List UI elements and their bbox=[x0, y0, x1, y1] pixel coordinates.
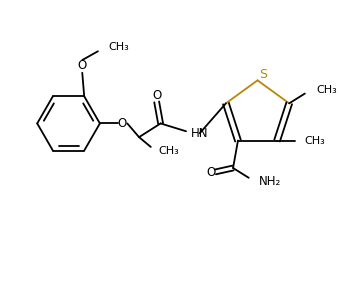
Text: NH₂: NH₂ bbox=[258, 175, 281, 188]
Text: CH₃: CH₃ bbox=[305, 136, 325, 145]
Text: O: O bbox=[78, 59, 87, 73]
Text: CH₃: CH₃ bbox=[109, 42, 130, 52]
Text: O: O bbox=[118, 117, 127, 130]
Text: CH₃: CH₃ bbox=[159, 146, 180, 156]
Text: O: O bbox=[152, 88, 161, 102]
Text: CH₃: CH₃ bbox=[317, 85, 337, 95]
Text: S: S bbox=[259, 68, 267, 81]
Text: O: O bbox=[206, 166, 215, 179]
Text: HN: HN bbox=[191, 127, 208, 140]
